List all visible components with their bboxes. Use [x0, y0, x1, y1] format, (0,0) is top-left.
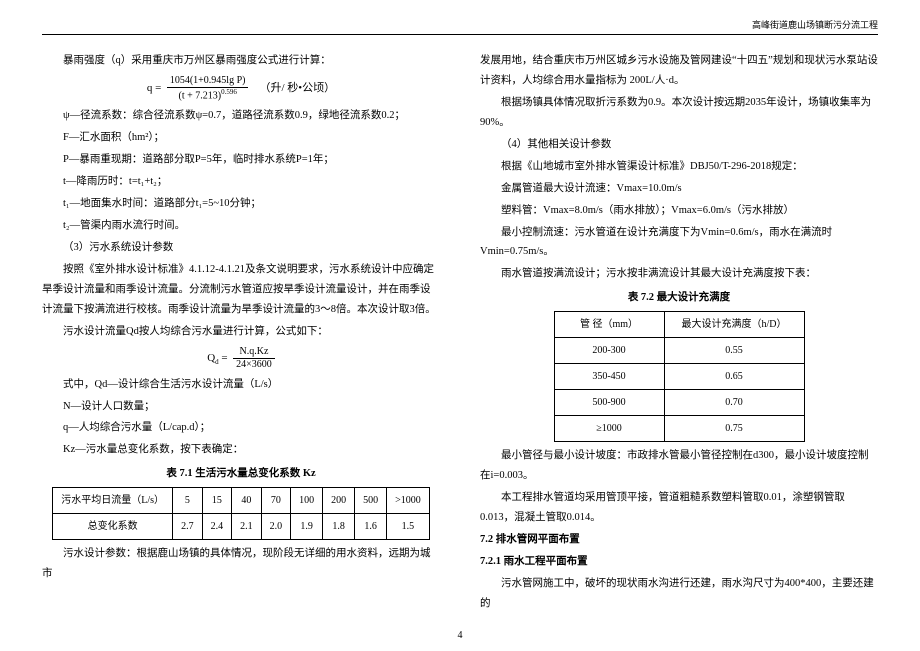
paragraph: （3）污水系统设计参数	[42, 238, 440, 258]
table-row: 管 径（mm） 最大设计充满度（h/D）	[554, 312, 804, 338]
formula-rainfall: q = 1054(1+0.945lg P) (t + 7.213)0.596 （…	[42, 75, 440, 102]
document-page: 高峰街道鹿山场镇断污分流工程 暴雨强度（q）采用重庆市万州区暴雨强度公式进行计算…	[0, 0, 920, 651]
table-fullness: 管 径（mm） 最大设计充满度（h/D） 200-3000.55 350-450…	[554, 311, 805, 442]
paragraph: 根据场镇具体情况取折污系数为0.9。本次设计按远期2035年设计，场镇收集率为9…	[480, 93, 878, 133]
paragraph: t₁—地面集水时间：道路部分t₁=5~10分钟；	[42, 194, 440, 214]
table-row: 200-3000.55	[554, 338, 804, 364]
paragraph: ψ—径流系数：综合径流系数ψ=0.7，道路径流系数0.9，绿地径流系数0.2；	[42, 106, 440, 126]
table-row: ≥10000.75	[554, 416, 804, 442]
paragraph: Kz—污水量总变化系数，按下表确定：	[42, 440, 440, 460]
paragraph: P—暴雨重现期：道路部分取P=5年，临时排水系统P=1年；	[42, 150, 440, 170]
heading-7-2: 7.2 排水管网平面布置	[480, 530, 878, 550]
paragraph: 塑料管：Vmax=8.0m/s（雨水排放）；Vmax=6.0m/s（污水排放）	[480, 201, 878, 221]
paragraph: 暴雨强度（q）采用重庆市万州区暴雨强度公式进行计算：	[42, 51, 440, 71]
paragraph: 最小管径与最小设计坡度：市政排水管最小管径控制在d300，最小设计坡度控制在i=…	[480, 446, 878, 486]
table-row: 污水平均日流量（L/s） 5 15 40 70 100 200 500 >100…	[53, 488, 429, 514]
paragraph: 金属管道最大设计流速：Vmax=10.0m/s	[480, 179, 878, 199]
header-title: 高峰街道鹿山场镇断污分流工程	[752, 20, 878, 30]
paragraph: t₂—管渠内雨水流行时间。	[42, 216, 440, 236]
paragraph: 根据《山地城市室外排水管渠设计标准》DBJ50/T-296-2018规定：	[480, 157, 878, 177]
table-row: 总变化系数 2.7 2.4 2.1 2.0 1.9 1.8 1.6 1.5	[53, 514, 429, 540]
paragraph: 最小控制流速：污水管道在设计充满度下为Vmin=0.6m/s，雨水在满流时Vmi…	[480, 223, 878, 263]
paragraph: F—汇水面积（hm²）；	[42, 128, 440, 148]
table-row: 350-4500.65	[554, 364, 804, 390]
table1-caption: 表 7.1 生活污水量总变化系数 Kz	[42, 464, 440, 484]
paragraph: 污水管网施工中，破坏的现状雨水沟进行还建，雨水沟尺寸为400*400，主要还建的	[480, 574, 878, 614]
paragraph: 雨水管道按满流设计；污水按非满流设计其最大设计充满度按下表：	[480, 264, 878, 284]
paragraph: t—降雨历时：t=t₁+t₂；	[42, 172, 440, 192]
paragraph: 本工程排水管道均采用管顶平接，管道粗糙系数塑料管取0.01，涂塑钢管取0.013…	[480, 488, 878, 528]
row-label: 污水平均日流量（L/s）	[53, 488, 173, 514]
paragraph: 按照《室外排水设计标准》4.1.12-4.1.21及条文说明要求，污水系统设计中…	[42, 260, 440, 320]
paragraph: 污水设计流量Qd按人均综合污水量进行计算，公式如下：	[42, 322, 440, 342]
paragraph: 污水设计参数：根据鹿山场镇的具体情况，现阶段无详细的用水资料，远期为城市	[42, 544, 440, 584]
paragraph: 式中，Qd—设计综合生活污水设计流量（L/s）	[42, 375, 440, 395]
page-footer: 4	[42, 630, 878, 641]
page-header: 高峰街道鹿山场镇断污分流工程	[42, 18, 878, 35]
right-column: 发展用地，结合重庆市万州区城乡污水设施及管网建设“十四五”规划和现状污水泵站设计…	[480, 51, 878, 624]
table-kz: 污水平均日流量（L/s） 5 15 40 70 100 200 500 >100…	[52, 487, 429, 540]
formula-qd: Qd = N.q.Kz 24×3600	[42, 346, 440, 371]
table-row: 500-9000.70	[554, 390, 804, 416]
page-number: 4	[458, 630, 463, 641]
paragraph: （4）其他相关设计参数	[480, 135, 878, 155]
paragraph: 发展用地，结合重庆市万州区城乡污水设施及管网建设“十四五”规划和现状污水泵站设计…	[480, 51, 878, 91]
content-area: 暴雨强度（q）采用重庆市万州区暴雨强度公式进行计算： q = 1054(1+0.…	[42, 51, 878, 624]
paragraph: q—人均综合污水量（L/cap.d）；	[42, 418, 440, 438]
table2-caption: 表 7.2 最大设计充满度	[480, 288, 878, 308]
left-column: 暴雨强度（q）采用重庆市万州区暴雨强度公式进行计算： q = 1054(1+0.…	[42, 51, 440, 624]
row-label: 总变化系数	[53, 514, 173, 540]
heading-7-2-1: 7.2.1 雨水工程平面布置	[480, 552, 878, 572]
paragraph: N—设计人口数量；	[42, 397, 440, 417]
